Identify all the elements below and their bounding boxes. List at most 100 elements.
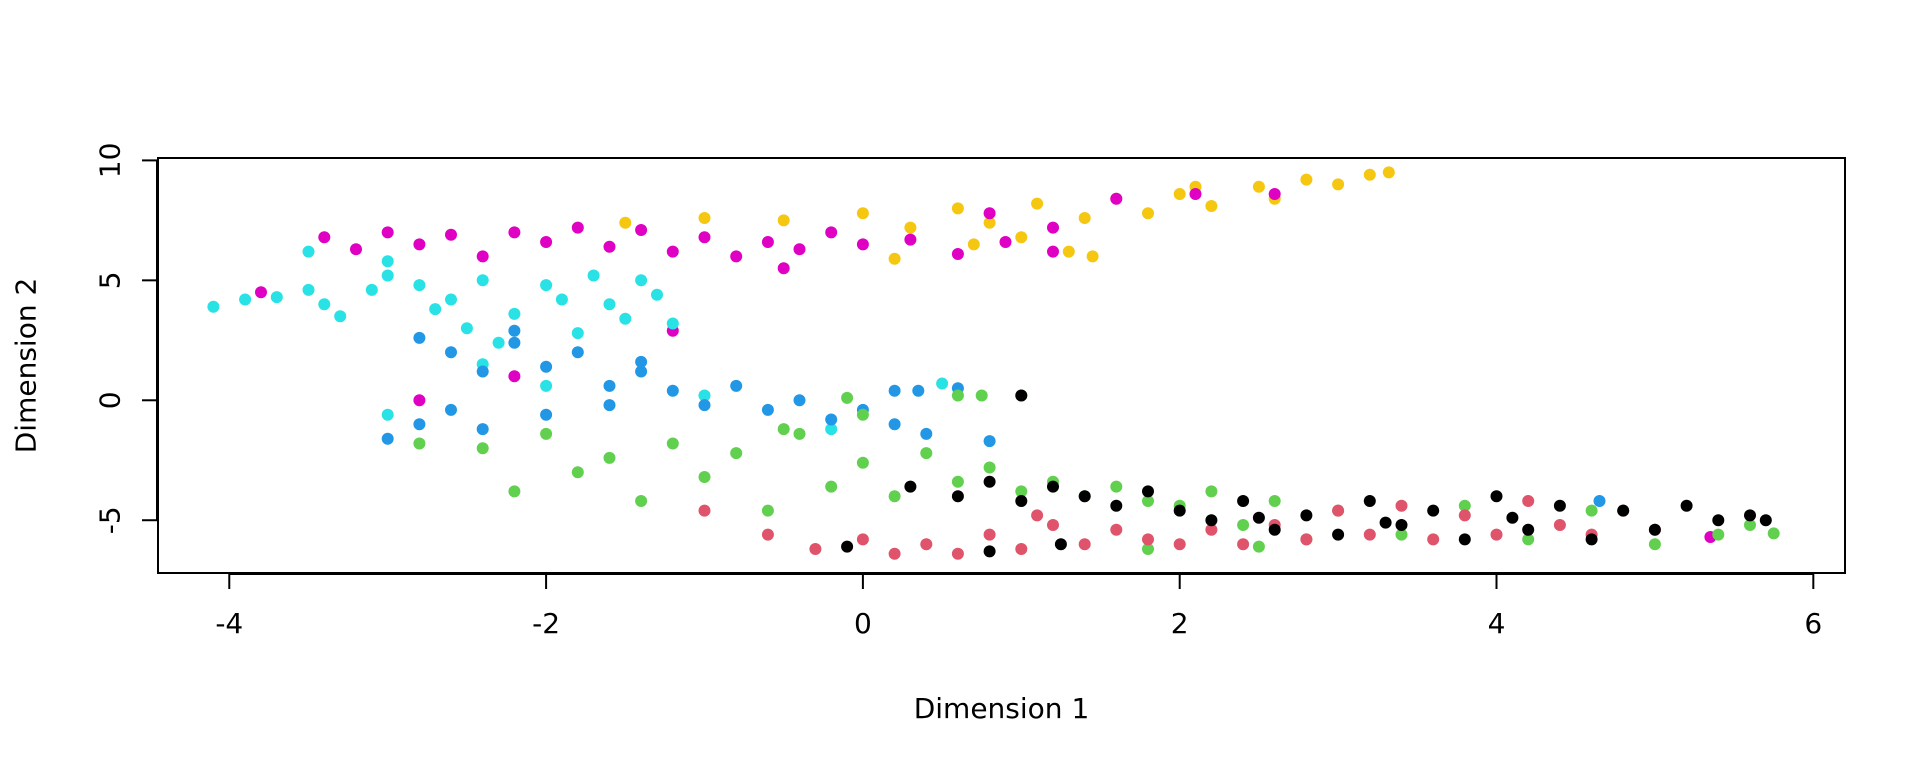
data-point: [1395, 519, 1408, 531]
data-point: [983, 461, 996, 474]
data-point: [856, 238, 869, 251]
data-point: [1458, 509, 1471, 522]
data-point: [1031, 509, 1044, 522]
data-point: [1015, 389, 1028, 402]
data-point: [1363, 168, 1376, 181]
x-axis: -4 -2 0 2 4 6: [215, 573, 1822, 640]
data-point: [951, 490, 964, 503]
data-point: [1648, 523, 1661, 536]
data-point: [571, 346, 584, 359]
data-point: [777, 423, 790, 436]
data-point: [920, 427, 933, 440]
data-point: [698, 212, 711, 224]
data-point: [1744, 519, 1756, 531]
data-point: [635, 355, 648, 368]
data-point: [413, 437, 426, 450]
data-point: [698, 389, 711, 402]
data-point: [983, 216, 996, 229]
data-point: [635, 274, 648, 287]
data-point: [777, 214, 790, 227]
data-point: [445, 403, 457, 416]
data-point: [476, 442, 489, 455]
data-point: [318, 231, 331, 244]
data-point: [666, 384, 679, 397]
data-point: [413, 238, 426, 251]
y-axis: -5 0 5 10: [94, 143, 158, 534]
y-tick-label: 10: [94, 143, 127, 179]
data-point: [1268, 495, 1281, 507]
data-point: [318, 298, 331, 311]
data-point: [429, 303, 442, 316]
data-point: [540, 360, 553, 373]
data-point: [730, 447, 743, 460]
data-point: [1086, 250, 1099, 263]
data-point: [1078, 490, 1091, 503]
data-point: [809, 543, 822, 555]
y-axis-title: Dimension 2: [10, 278, 43, 454]
data-point: [793, 394, 806, 407]
data-point: [904, 233, 917, 246]
data-point: [793, 427, 806, 440]
data-point: [476, 274, 489, 287]
data-point: [1142, 207, 1154, 220]
x-axis-title: Dimension 1: [914, 692, 1090, 725]
data-point: [381, 255, 394, 268]
data-point: [381, 432, 394, 445]
data-point: [1382, 166, 1395, 179]
data-point: [334, 310, 347, 323]
data-point: [888, 384, 901, 397]
data-point: [1110, 523, 1123, 536]
data-point: [255, 286, 267, 299]
data-point: [1015, 485, 1028, 498]
data-point: [635, 495, 648, 507]
data-point: [540, 379, 553, 392]
data-point: [1427, 533, 1440, 546]
data-point: [951, 202, 964, 215]
data-point: [951, 389, 964, 402]
data-point: [239, 293, 252, 306]
data-point: [540, 408, 553, 421]
data-point: [1173, 504, 1186, 517]
data-point: [1522, 495, 1535, 507]
data-point: [1332, 528, 1345, 541]
data-point: [761, 236, 774, 248]
data-point: [1458, 499, 1471, 512]
data-point: [1205, 200, 1218, 212]
series-7: [841, 389, 1772, 558]
data-point: [1142, 495, 1154, 507]
data-point: [476, 250, 489, 263]
x-tick-label: -2: [532, 607, 560, 640]
data-point: [1759, 514, 1772, 527]
data-point: [888, 418, 901, 431]
data-point: [1252, 540, 1265, 553]
data-point: [1648, 538, 1661, 551]
data-point: [508, 226, 521, 239]
data-point: [1047, 221, 1059, 234]
data-point: [983, 545, 996, 558]
data-point: [1173, 538, 1186, 551]
x-tick-label: 0: [854, 607, 872, 640]
data-point: [920, 447, 933, 460]
data-point: [365, 283, 378, 296]
data-point: [666, 245, 679, 258]
data-point: [445, 346, 457, 359]
data-point: [1268, 523, 1281, 536]
data-point: [508, 324, 521, 337]
data-point: [904, 480, 917, 493]
data-point: [1205, 485, 1218, 498]
data-point: [1015, 231, 1028, 244]
data-point: [1173, 188, 1186, 200]
data-point: [555, 293, 568, 306]
data-point: [1490, 490, 1503, 503]
data-point: [635, 365, 648, 378]
data-point: [1363, 528, 1376, 541]
series-1: [619, 166, 1395, 265]
data-point: [1252, 180, 1265, 193]
data-point: [1458, 533, 1471, 546]
data-point: [698, 231, 711, 244]
data-point: [1680, 499, 1693, 512]
data-point: [1363, 495, 1376, 507]
data-point: [825, 413, 838, 426]
data-point: [1506, 511, 1519, 524]
data-point: [951, 475, 964, 488]
